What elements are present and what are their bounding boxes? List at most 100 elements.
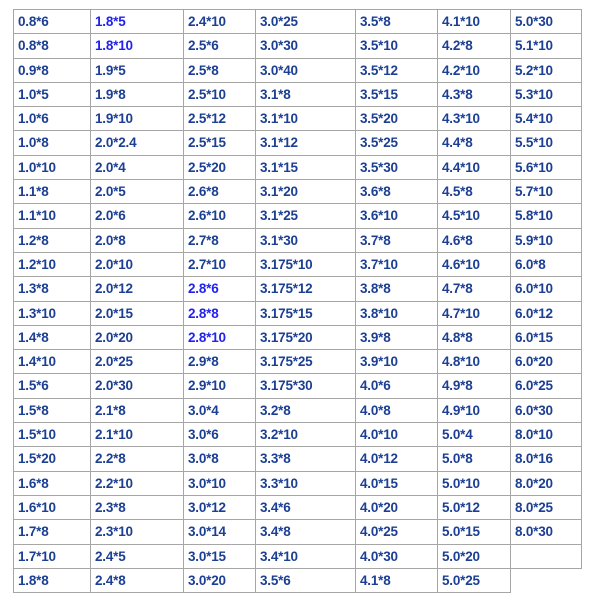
table-cell: 1.9*8 — [90, 81, 184, 108]
table-cell: 3.5*20 — [355, 106, 438, 132]
table-cell: 5.7*10 — [510, 179, 582, 205]
table-cell: 2.0*15 — [90, 300, 184, 326]
table-cell: 4.9*8 — [437, 373, 511, 399]
table-cell: 1.7*8 — [13, 519, 91, 545]
table-cell: 2.0*20 — [90, 324, 184, 351]
table-cell: 1.1*10 — [13, 203, 91, 229]
table-cell: 4.6*8 — [437, 227, 511, 253]
table-cell: 1.3*10 — [13, 300, 91, 326]
table-cell: 1.5*6 — [13, 373, 91, 399]
table-cell: 1.8*5 — [90, 8, 184, 35]
table-row: 1.4*8 2.0*20 2.8*10 3.175*20 3.9*8 4.8*8 6.0*1… — [13, 324, 582, 351]
table-cell: 3.5*25 — [355, 130, 438, 156]
table-row: 1.3*8 2.0*12 2.8*6 3.175*12 3.8*8 4.7*8 6.0*10 — [13, 276, 582, 302]
table-cell: 4.0*30 — [355, 543, 438, 569]
table-cell: 2.3*8 — [90, 494, 184, 521]
table-cell: 6.0*10 — [510, 276, 582, 302]
table-cell: 3.9*10 — [355, 349, 438, 375]
table-row: 1.0*8 2.0*2.4 2.5*15 3.1*12 3.5*25 4.4*8 5.5*1… — [13, 130, 582, 156]
table-cell: 3.5*10 — [355, 33, 438, 59]
table-cell: 4.3*10 — [437, 106, 511, 132]
table-cell: 8.0*20 — [510, 470, 582, 496]
table-cell: 4.2*8 — [437, 33, 511, 59]
table-cell: 2.4*5 — [90, 543, 184, 569]
table-cell: 4.7*8 — [437, 276, 511, 302]
table-cell: 4.6*10 — [437, 251, 511, 278]
table-cell: 6.0*8 — [510, 251, 582, 278]
table-cell: 3.5*15 — [355, 81, 438, 108]
table-row: 1.5*8 2.1*8 3.0*4 3.2*8 4.0*8 4.9*10 6.0*30 — [13, 397, 582, 424]
table-cell: 5.0*12 — [437, 494, 511, 521]
table-cell: 0.9*8 — [13, 57, 91, 83]
table-cell: 4.1*8 — [355, 567, 438, 594]
table-cell: 2.1*8 — [90, 397, 184, 424]
table-cell: 5.4*10 — [510, 106, 582, 132]
table-cell: 2.9*8 — [183, 349, 256, 375]
table-cell: 2.2*8 — [90, 446, 184, 472]
table-cell: 6.0*30 — [510, 397, 582, 424]
table-cell: 4.9*10 — [437, 397, 511, 424]
table-row: 1.5*10 2.1*10 3.0*6 3.2*10 4.0*10 5.0*4 8.0*10 — [13, 422, 582, 448]
table-row: 0.8*8 1.8*10 2.5*6 3.0*30 3.5*10 4.2*8 5.1*10 — [13, 33, 582, 59]
table-cell: 2.0*5 — [90, 179, 184, 205]
table-cell: 5.1*10 — [510, 33, 582, 59]
table-cell: 1.4*10 — [13, 349, 91, 375]
table-cell: 5.0*30 — [510, 8, 582, 35]
table-row: 0.9*8 1.9*5 2.5*8 3.0*40 3.5*12 4.2*10 5.2*10 — [13, 57, 582, 83]
table-cell: 1.8*8 — [13, 567, 91, 594]
table-cell: 0.8*8 — [13, 33, 91, 59]
table-cell: 3.6*10 — [355, 203, 438, 229]
table-cell: 3.3*10 — [255, 470, 356, 496]
table-row: 1.2*8 2.0*8 2.7*8 3.1*30 3.7*8 4.6*8 5.9*10 — [13, 227, 582, 253]
table-cell: 5.0*15 — [437, 519, 511, 545]
table-cell: 2.8*6 — [183, 276, 256, 302]
table-cell: 1.5*20 — [13, 446, 91, 472]
table-cell: 3.8*8 — [355, 276, 438, 302]
table-cell: 5.8*10 — [510, 203, 582, 229]
table-cell: 8.0*30 — [510, 519, 582, 545]
table-cell: 2.0*30 — [90, 373, 184, 399]
table-cell: 5.0*8 — [437, 446, 511, 472]
table-cell: 1.5*10 — [13, 422, 91, 448]
table-cell: 1.9*5 — [90, 57, 184, 83]
table-cell: 4.5*8 — [437, 179, 511, 205]
table-cell: 4.7*10 — [437, 300, 511, 326]
table-cell: 8.0*25 — [510, 494, 582, 521]
table-cell: 4.5*10 — [437, 203, 511, 229]
table-row: 1.7*10 2.4*5 3.0*15 3.4*10 4.0*30 5.0*20 — [13, 543, 582, 569]
table-cell: 4.0*25 — [355, 519, 438, 545]
table-cell: 1.4*8 — [13, 324, 91, 351]
table-cell: 4.0*6 — [355, 373, 438, 399]
table-cell: 2.5*10 — [183, 81, 256, 108]
table-cell: 3.1*12 — [255, 130, 356, 156]
table-cell: 4.2*10 — [437, 57, 511, 83]
table-cell: 5.6*10 — [510, 154, 582, 181]
table-cell: 5.9*10 — [510, 227, 582, 253]
table-cell: 3.7*8 — [355, 227, 438, 253]
table-cell: 3.175*30 — [255, 373, 356, 399]
table-cell: 3.0*8 — [183, 446, 256, 472]
table-cell: 2.2*10 — [90, 470, 184, 496]
table-row: 1.1*10 2.0*6 2.6*10 3.1*25 3.6*10 4.5*10 5.8*1… — [13, 203, 582, 229]
table-cell: 3.2*10 — [255, 422, 356, 448]
table-cell: 3.3*8 — [255, 446, 356, 472]
table-cell: 5.0*4 — [437, 422, 511, 448]
table-row: 1.1*8 2.0*5 2.6*8 3.1*20 3.6*8 4.5*8 5.7*10 — [13, 179, 582, 205]
table-row: 1.0*6 1.9*10 2.5*12 3.1*10 3.5*20 4.3*10 5.4*1… — [13, 106, 582, 132]
table-cell: 2.6*8 — [183, 179, 256, 205]
table-cell: 3.7*10 — [355, 251, 438, 278]
table-cell: 2.5*12 — [183, 106, 256, 132]
table-cell: 2.8*8 — [183, 300, 256, 326]
table-cell: 2.5*8 — [183, 57, 256, 83]
table-cell: 4.0*15 — [355, 470, 438, 496]
table-cell: 3.0*6 — [183, 422, 256, 448]
table-cell: 1.0*6 — [13, 106, 91, 132]
table-row: 1.4*10 2.0*25 2.9*8 3.175*25 3.9*10 4.8*10 6.0… — [13, 349, 582, 375]
table-cell: 8.0*10 — [510, 422, 582, 448]
table-cell: 4.4*8 — [437, 130, 511, 156]
size-specification-table: 0.8*6 1.8*5 2.4*10 3.0*25 3.5*8 4.1*10 5.0*30 0… — [13, 8, 582, 594]
table-cell: 1.6*10 — [13, 494, 91, 521]
table-cell: 1.6*8 — [13, 470, 91, 496]
table-cell: 5.3*10 — [510, 81, 582, 108]
table-cell: 3.0*12 — [183, 494, 256, 521]
